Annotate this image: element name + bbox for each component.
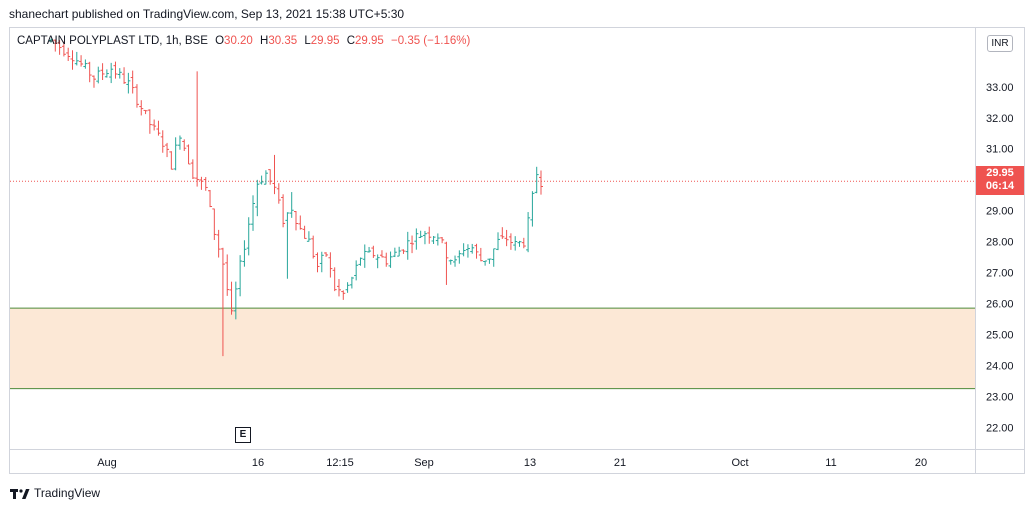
time-tick-label: 21 xyxy=(614,457,626,469)
price-tick-label: 26.00 xyxy=(986,299,1014,311)
price-tick-label: 33.00 xyxy=(986,82,1014,94)
tradingview-logo-icon xyxy=(10,488,30,499)
price-tick-label: 24.00 xyxy=(986,360,1014,372)
price-tick-label: 23.00 xyxy=(986,391,1014,403)
published-by-line: shanechart published on TradingView.com,… xyxy=(9,7,405,21)
tradingview-branding[interactable]: TradingView xyxy=(10,486,100,500)
price-tick-label: 32.00 xyxy=(986,113,1014,125)
countdown-value: 06:14 xyxy=(985,180,1015,192)
chart-frame[interactable] xyxy=(9,27,1025,474)
open-value: 30.20 xyxy=(224,35,253,47)
price-tick-label: 28.00 xyxy=(986,237,1014,249)
last-price-value: 29.95 xyxy=(986,167,1014,179)
time-tick-label: 20 xyxy=(915,457,927,469)
open-label: O xyxy=(215,35,225,47)
time-tick-label: 16 xyxy=(252,457,264,469)
time-tick-label: Sep xyxy=(414,457,434,469)
close-value: 29.95 xyxy=(355,35,384,47)
time-tick-label: Aug xyxy=(97,457,117,469)
price-tick-label: 25.00 xyxy=(986,329,1014,341)
price-tick-label: 29.00 xyxy=(986,206,1014,218)
price-tick-label: 22.00 xyxy=(986,422,1014,434)
price-axis-separator xyxy=(975,27,976,474)
time-tick-label: 12:15 xyxy=(326,457,354,469)
symbol-title: CAPTAIN POLYPLAST LTD, 1h, BSE xyxy=(17,35,208,47)
support-zone xyxy=(10,308,975,389)
high-label: H xyxy=(260,35,269,47)
low-value: 29.95 xyxy=(310,35,340,47)
change-value: −0.35 (−1.16%) xyxy=(391,35,471,47)
high-value: 30.35 xyxy=(268,35,298,47)
price-tick-label: 31.00 xyxy=(986,144,1014,156)
currency-button[interactable]: INR xyxy=(987,35,1013,52)
time-tick-label: 13 xyxy=(524,457,536,469)
footer-brand-label: TradingView xyxy=(34,486,101,500)
last-price-tag: 29.95 06:14 xyxy=(976,166,1024,195)
time-axis-separator xyxy=(9,449,1025,450)
close-label: C xyxy=(346,35,356,47)
earnings-event-marker[interactable]: E xyxy=(235,427,251,443)
time-tick-label: 11 xyxy=(825,457,836,469)
time-tick-label: Oct xyxy=(731,457,748,469)
symbol-legend: CAPTAIN POLYPLAST LTD, 1h, BSE O30.20 H3… xyxy=(17,35,470,47)
price-tick-label: 27.00 xyxy=(986,268,1014,280)
low-label: L xyxy=(304,35,311,47)
